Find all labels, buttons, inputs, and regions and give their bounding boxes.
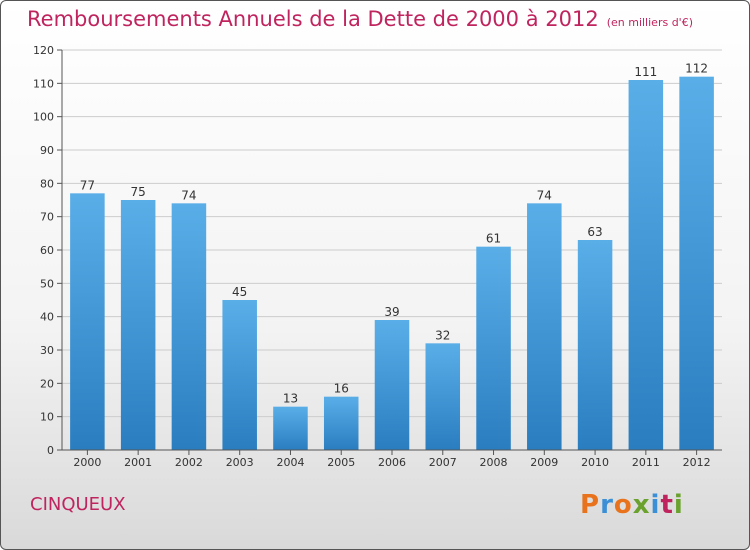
chart-title-text: Remboursements Annuels de la Dette de 20… [27, 7, 599, 31]
logo-letter: o [613, 490, 633, 520]
bar [222, 300, 257, 450]
bar [323, 396, 359, 450]
x-tick-label: 2010 [581, 456, 609, 469]
logo-letter: i [650, 490, 661, 520]
y-tick-label: 110 [33, 77, 54, 90]
x-tick-label: 2002 [175, 456, 203, 469]
bar [120, 200, 156, 450]
bar [527, 203, 562, 450]
x-tick-label: 2005 [327, 456, 355, 469]
y-tick-label: 80 [40, 177, 54, 190]
x-tick-label: 2001 [124, 456, 152, 469]
data-label: 112 [685, 62, 708, 76]
data-label: 63 [587, 225, 602, 239]
chart-subtitle: (en milliers d'€) [606, 16, 693, 29]
bar [70, 193, 105, 451]
data-label: 16 [334, 382, 349, 396]
y-tick-label: 20 [40, 377, 54, 390]
y-tick-label: 50 [40, 277, 54, 290]
x-tick-label: 2011 [632, 456, 660, 469]
x-axis: 2000 2001 2002 2003 2004 2005 2006 2007 2008 2009… [62, 449, 722, 469]
bar [476, 246, 511, 450]
data-label: 32 [435, 328, 450, 342]
logo-letter: i [673, 490, 684, 520]
bar [374, 320, 410, 450]
y-tick-label: 100 [33, 111, 54, 124]
data-label: 74 [181, 188, 196, 202]
y-tick-label: 40 [40, 311, 54, 324]
chart-title: Remboursements Annuels de la Dette de 20… [27, 7, 693, 31]
logo-letter: x [632, 490, 651, 520]
x-tick-label: 2006 [378, 456, 406, 469]
y-tick-label: 60 [40, 244, 54, 257]
data-label: 45 [232, 285, 247, 299]
bar [577, 240, 613, 450]
data-label: 77 [80, 178, 95, 192]
x-tick-label: 2003 [226, 456, 254, 469]
bar [628, 80, 664, 450]
y-tick-label: 10 [40, 411, 54, 424]
x-tick-label: 2000 [73, 456, 101, 469]
town-name: CINQUEUX [30, 494, 126, 515]
y-tick-label: 0 [47, 444, 54, 457]
data-label: 111 [634, 65, 657, 79]
data-label: 39 [384, 305, 399, 319]
x-tick-label: 2008 [480, 456, 508, 469]
bar [171, 203, 207, 450]
x-tick-label: 2009 [530, 456, 558, 469]
bar [273, 406, 308, 450]
logo-letter: t [660, 490, 674, 520]
proxiti-logo: Proxiti [580, 490, 684, 520]
y-tick-label: 70 [40, 211, 54, 224]
bar [425, 343, 461, 450]
y-axis: 0 10 20 30 40 50 60 70 80 90 100 110 120 [33, 44, 63, 457]
data-label: 13 [283, 392, 298, 406]
data-label: 61 [486, 232, 501, 246]
data-label: 75 [131, 185, 146, 199]
y-tick-label: 120 [33, 44, 54, 57]
bar [679, 76, 714, 451]
x-tick-label: 2012 [683, 456, 711, 469]
data-label: 74 [537, 188, 552, 202]
bars: 77 75 74 45 13 16 39 32 61 74 63 111 112 [70, 62, 714, 451]
y-tick-label: 90 [40, 144, 54, 157]
logo-letter: P [580, 490, 601, 520]
logo-letter: r [600, 490, 614, 520]
y-tick-label: 30 [40, 344, 54, 357]
x-tick-label: 2004 [276, 456, 304, 469]
x-tick-label: 2007 [429, 456, 457, 469]
